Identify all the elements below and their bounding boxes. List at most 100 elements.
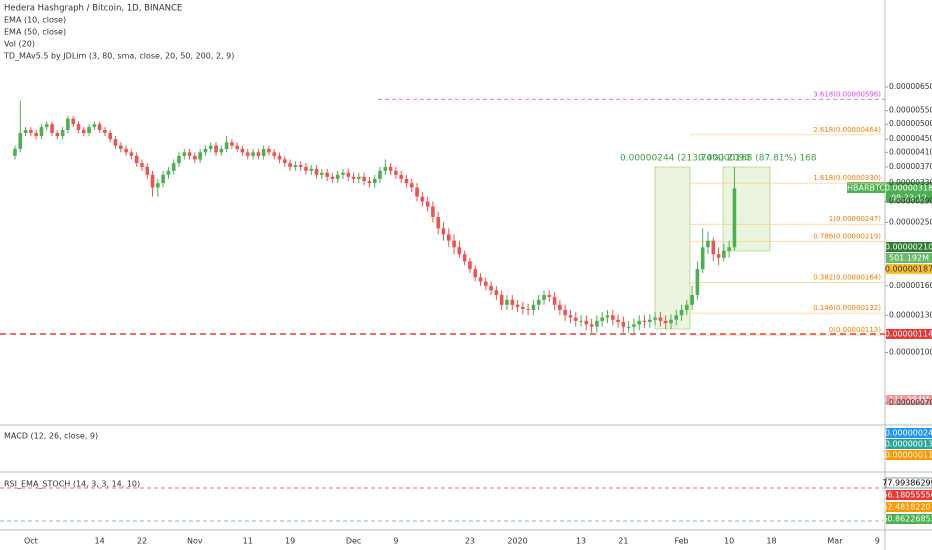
fib-label: 0.382(0.00000164) bbox=[813, 273, 881, 281]
candle-body bbox=[214, 145, 218, 153]
candle-body bbox=[632, 324, 636, 327]
candle-body bbox=[621, 322, 626, 327]
badge-text: 0.00000318 bbox=[885, 184, 932, 193]
candle-body bbox=[267, 148, 271, 153]
candle-body bbox=[325, 172, 329, 177]
annotation: 0.00000244 (213.74%) 2090 bbox=[620, 154, 750, 164]
badge-text: 0.00000024 bbox=[885, 429, 932, 438]
badge bbox=[885, 477, 932, 489]
candle-body bbox=[484, 281, 488, 286]
candle-body bbox=[695, 269, 700, 296]
fib-label: 1.618(0.00000330) bbox=[813, 174, 881, 182]
candle-body bbox=[251, 152, 255, 156]
candle-body bbox=[642, 320, 647, 323]
candle-body bbox=[579, 320, 583, 322]
candle-body bbox=[394, 170, 398, 175]
y-tick-label: 0.00000330 bbox=[889, 178, 932, 187]
candle-body bbox=[161, 174, 165, 184]
badge bbox=[886, 428, 932, 438]
badge bbox=[886, 450, 932, 460]
candle-body bbox=[330, 176, 335, 179]
badge-text: 77.99386299 bbox=[882, 479, 932, 488]
candle-body bbox=[674, 315, 679, 320]
fib-label: 0.786(0.00000219) bbox=[813, 232, 881, 240]
candle-body bbox=[134, 155, 139, 164]
candle-body bbox=[208, 145, 213, 149]
candle-body bbox=[145, 166, 150, 175]
badge-text: 66.18055556 bbox=[882, 491, 932, 500]
measure-box bbox=[722, 166, 771, 252]
y-tick-label: 0.00000160 bbox=[889, 281, 932, 290]
candle-body bbox=[76, 124, 81, 130]
candle-body bbox=[55, 132, 60, 137]
candle-body bbox=[531, 304, 536, 310]
candle-body bbox=[658, 317, 663, 321]
y-tick-label: 0.00000410 bbox=[889, 147, 932, 156]
annotation: 0.00000168 (87.81%) 168 bbox=[698, 154, 817, 164]
candle-body bbox=[277, 155, 282, 160]
candle-body bbox=[314, 168, 319, 175]
candle-body bbox=[610, 315, 615, 320]
candle-body bbox=[240, 148, 245, 153]
candle-body bbox=[700, 247, 705, 270]
candle-body bbox=[521, 306, 525, 309]
y-tick-label: 0.00000250 bbox=[889, 218, 932, 227]
badge bbox=[886, 193, 932, 203]
candle-body bbox=[124, 148, 128, 153]
badge-text: 501.192M bbox=[889, 254, 929, 263]
badge bbox=[886, 439, 932, 449]
candle-body bbox=[558, 304, 562, 310]
rsi-label: RSI_EMA_STOCH (14, 3, 3, 14, 10) bbox=[4, 480, 140, 489]
candle-body bbox=[23, 129, 28, 133]
x-tick-label: 9 bbox=[875, 537, 880, 546]
candle-body bbox=[362, 176, 366, 182]
y-tick-label: 0.00000100 bbox=[889, 348, 932, 357]
candle-body bbox=[515, 304, 520, 307]
candle-body bbox=[732, 188, 737, 248]
candle-body bbox=[187, 152, 192, 156]
candle-body bbox=[367, 181, 372, 184]
x-tick-label: 14 bbox=[95, 537, 105, 546]
candle-body bbox=[309, 168, 314, 171]
candle-body bbox=[441, 228, 446, 235]
candle-body bbox=[320, 172, 324, 175]
candle-body bbox=[399, 174, 403, 179]
candle-body bbox=[272, 152, 277, 156]
price-badges: HBARBTC 0.00000318 08:23:12 0.00000210 5… bbox=[847, 182, 932, 405]
x-tick-label: 9 bbox=[393, 537, 398, 546]
x-tick-label: Mar bbox=[827, 537, 843, 546]
candle-body bbox=[473, 269, 478, 278]
fib-label: 2.618(0.00000464) bbox=[813, 126, 881, 134]
candle-body bbox=[716, 254, 721, 258]
y-tick-label: 0.00000550 bbox=[889, 106, 932, 115]
candle-body bbox=[626, 326, 631, 328]
candle-body bbox=[685, 304, 689, 310]
candle-body bbox=[573, 317, 578, 321]
badge bbox=[886, 490, 932, 500]
x-tick-label: 22 bbox=[137, 537, 147, 546]
candle-body bbox=[409, 183, 414, 188]
candle-body bbox=[457, 247, 462, 255]
badge-text: 08:23:12 bbox=[891, 194, 927, 203]
x-tick-label: 11 bbox=[243, 537, 253, 546]
candle-body bbox=[230, 142, 234, 146]
candle-body bbox=[177, 155, 181, 164]
indicator-label: Vol (20) bbox=[4, 40, 35, 49]
candle-body bbox=[219, 148, 224, 153]
candle-body bbox=[298, 165, 303, 167]
badge bbox=[886, 264, 932, 274]
chart-title: Hedera Hashgraph / Bitcoin, 1D, BINANCE bbox=[4, 4, 182, 14]
candle-body bbox=[182, 152, 187, 156]
candle-body bbox=[119, 145, 123, 149]
candle-body bbox=[552, 296, 557, 305]
candle-body bbox=[547, 295, 552, 297]
candle-body bbox=[589, 324, 594, 327]
y-tick-label: 0.00000070 bbox=[889, 398, 932, 407]
candle-body bbox=[166, 170, 171, 175]
candle-body bbox=[203, 148, 208, 153]
candle-body bbox=[563, 309, 567, 316]
badge bbox=[886, 395, 932, 405]
candle-body bbox=[388, 166, 393, 171]
candle-body bbox=[256, 152, 261, 156]
candle-body bbox=[462, 254, 467, 262]
